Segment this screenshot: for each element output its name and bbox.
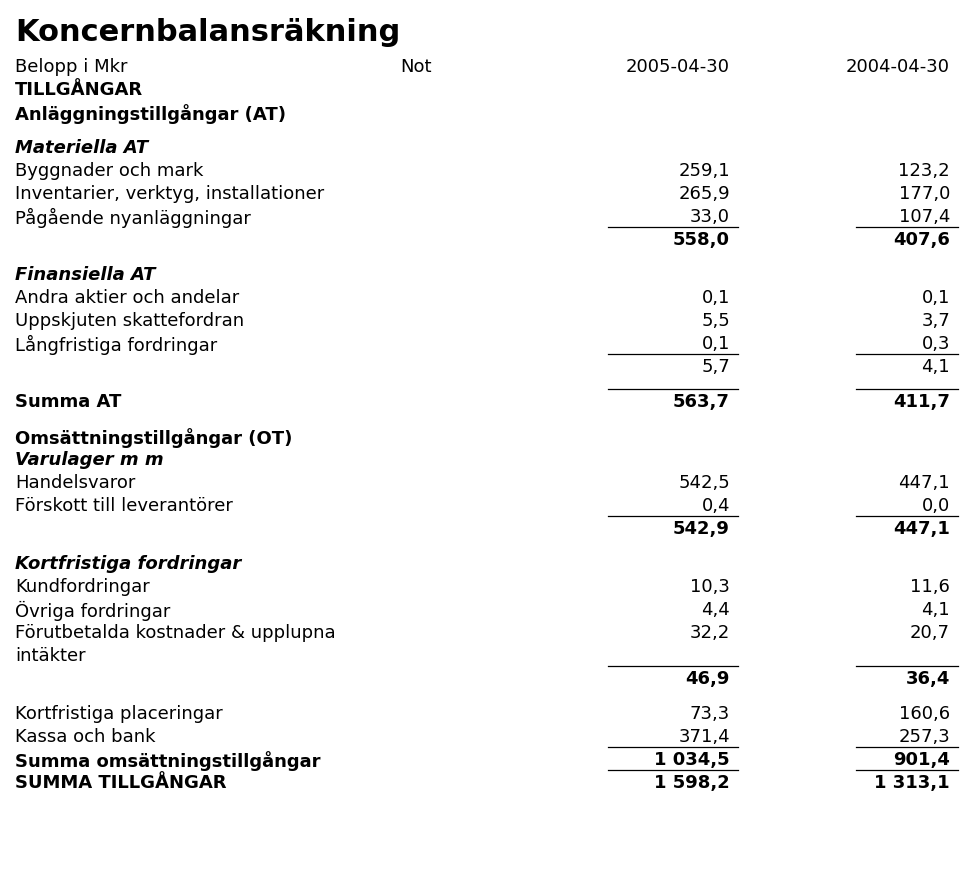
Text: Förskott till leverantörer: Förskott till leverantörer: [15, 497, 233, 515]
Text: 5,5: 5,5: [701, 312, 730, 330]
Text: 3,7: 3,7: [922, 312, 950, 330]
Text: 558,0: 558,0: [673, 231, 730, 249]
Text: 1 034,5: 1 034,5: [655, 751, 730, 769]
Text: 160,6: 160,6: [899, 705, 950, 723]
Text: 259,1: 259,1: [679, 162, 730, 180]
Text: 265,9: 265,9: [679, 185, 730, 203]
Text: Kortfristiga fordringar: Kortfristiga fordringar: [15, 555, 241, 573]
Text: 901,4: 901,4: [893, 751, 950, 769]
Text: 32,2: 32,2: [689, 624, 730, 642]
Text: 46,9: 46,9: [685, 670, 730, 688]
Text: 1 313,1: 1 313,1: [875, 774, 950, 792]
Text: TILLGÅNGAR: TILLGÅNGAR: [15, 81, 143, 99]
Text: 0,4: 0,4: [702, 497, 730, 515]
Text: Omsättningstillgångar (OT): Omsättningstillgångar (OT): [15, 428, 293, 448]
Text: Materiella AT: Materiella AT: [15, 139, 148, 157]
Text: 177,0: 177,0: [899, 185, 950, 203]
Text: 447,1: 447,1: [893, 520, 950, 538]
Text: Långfristiga fordringar: Långfristiga fordringar: [15, 335, 217, 355]
Text: 0,1: 0,1: [922, 289, 950, 307]
Text: Uppskjuten skattefordran: Uppskjuten skattefordran: [15, 312, 244, 330]
Text: 11,6: 11,6: [910, 578, 950, 596]
Text: Varulager m m: Varulager m m: [15, 451, 163, 469]
Text: 257,3: 257,3: [899, 728, 950, 746]
Text: 2004-04-30: 2004-04-30: [846, 58, 950, 76]
Text: Kundfordringar: Kundfordringar: [15, 578, 150, 596]
Text: Andra aktier och andelar: Andra aktier och andelar: [15, 289, 239, 307]
Text: Övriga fordringar: Övriga fordringar: [15, 601, 170, 621]
Text: 563,7: 563,7: [673, 393, 730, 411]
Text: Handelsvaror: Handelsvaror: [15, 474, 135, 492]
Text: 542,5: 542,5: [679, 474, 730, 492]
Text: 1 598,2: 1 598,2: [655, 774, 730, 792]
Text: 0,1: 0,1: [702, 335, 730, 353]
Text: Koncernbalansräkning: Koncernbalansräkning: [15, 18, 400, 47]
Text: Finansiella AT: Finansiella AT: [15, 266, 156, 284]
Text: Summa AT: Summa AT: [15, 393, 121, 411]
Text: 407,6: 407,6: [893, 231, 950, 249]
Text: Belopp i Mkr: Belopp i Mkr: [15, 58, 128, 76]
Text: 447,1: 447,1: [899, 474, 950, 492]
Text: 4,1: 4,1: [922, 358, 950, 376]
Text: Anläggningstillgångar (AT): Anläggningstillgångar (AT): [15, 104, 286, 124]
Text: Kortfristiga placeringar: Kortfristiga placeringar: [15, 705, 223, 723]
Text: 371,4: 371,4: [679, 728, 730, 746]
Text: 36,4: 36,4: [905, 670, 950, 688]
Text: Not: Not: [400, 58, 431, 76]
Text: 0,1: 0,1: [702, 289, 730, 307]
Text: Byggnader och mark: Byggnader och mark: [15, 162, 204, 180]
Text: 542,9: 542,9: [673, 520, 730, 538]
Text: 2005-04-30: 2005-04-30: [626, 58, 730, 76]
Text: Inventarier, verktyg, installationer: Inventarier, verktyg, installationer: [15, 185, 324, 203]
Text: Kassa och bank: Kassa och bank: [15, 728, 156, 746]
Text: 123,2: 123,2: [899, 162, 950, 180]
Text: 0,0: 0,0: [922, 497, 950, 515]
Text: Förutbetalda kostnader & upplupna: Förutbetalda kostnader & upplupna: [15, 624, 336, 642]
Text: Pågående nyanläggningar: Pågående nyanläggningar: [15, 208, 251, 228]
Text: 411,7: 411,7: [893, 393, 950, 411]
Text: 10,3: 10,3: [690, 578, 730, 596]
Text: 4,4: 4,4: [701, 601, 730, 619]
Text: Summa omsättningstillgångar: Summa omsättningstillgångar: [15, 751, 321, 771]
Text: intäkter: intäkter: [15, 647, 85, 665]
Text: 5,7: 5,7: [701, 358, 730, 376]
Text: 4,1: 4,1: [922, 601, 950, 619]
Text: 73,3: 73,3: [689, 705, 730, 723]
Text: 107,4: 107,4: [899, 208, 950, 226]
Text: 33,0: 33,0: [690, 208, 730, 226]
Text: 20,7: 20,7: [910, 624, 950, 642]
Text: 0,3: 0,3: [922, 335, 950, 353]
Text: SUMMA TILLGÅNGAR: SUMMA TILLGÅNGAR: [15, 774, 227, 792]
